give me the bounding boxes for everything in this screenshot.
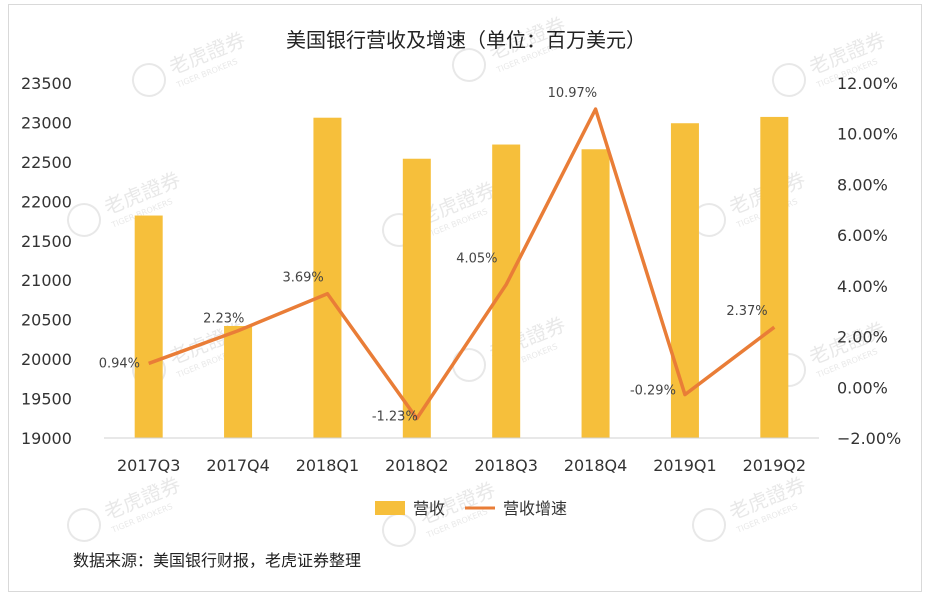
x-tick-label: 2019Q1	[653, 456, 717, 475]
right-tick-label: 8.00%	[837, 175, 888, 194]
left-tick-label: 19500	[21, 390, 72, 409]
bar	[313, 117, 342, 438]
left-tick-label: 21000	[21, 271, 72, 290]
right-tick-label: 10.00%	[837, 125, 898, 144]
legend-bar-label: 营收	[413, 499, 445, 518]
bar	[760, 116, 789, 438]
x-tick-label: 2017Q4	[206, 456, 270, 475]
left-tick-label: 21500	[21, 232, 72, 251]
left-tick-label: 22500	[21, 153, 72, 172]
x-axis-categories: 2017Q3 2017Q4 2018Q1 2018Q2 2018Q3 2018Q4 2019…	[117, 456, 806, 475]
line-data-label: 2.37%	[726, 304, 767, 319]
line-data-labels: 0.94% 2.23% 3.69% -1.23% 4.05% 10.97% -0.29% 2.…	[99, 86, 768, 424]
tiger-logo-icon	[772, 63, 806, 97]
legend: 营收 营收增速	[375, 499, 567, 518]
line-data-label: 10.97%	[548, 86, 598, 101]
tiger-logo-icon	[382, 513, 416, 547]
bar	[581, 149, 610, 438]
left-tick-label: 20500	[21, 311, 72, 330]
left-axis-ticks: 23500 23000 22500 22000 21500 21000 20500 20000…	[21, 74, 72, 448]
line-data-label: 4.05%	[456, 252, 497, 267]
line-series	[148, 107, 776, 421]
legend-bar-swatch	[375, 501, 405, 515]
growth-line	[148, 107, 776, 421]
tiger-logo-icon	[132, 63, 166, 97]
line-data-label: 0.94%	[99, 356, 140, 371]
line-data-label: -1.23%	[372, 409, 418, 424]
right-tick-label: 2.00%	[837, 328, 888, 347]
right-tick-label: 6.00%	[837, 226, 888, 245]
x-tick-label: 2017Q3	[117, 456, 181, 475]
bar	[134, 215, 163, 438]
bar	[492, 144, 521, 439]
left-tick-label: 23500	[21, 74, 72, 93]
left-tick-label: 23000	[21, 113, 72, 132]
right-tick-label: 12.00%	[837, 74, 898, 93]
left-tick-label: 19000	[21, 429, 72, 448]
left-tick-label: 22000	[21, 192, 72, 211]
x-tick-label: 2019Q2	[743, 456, 807, 475]
left-tick-label: 20000	[21, 350, 72, 369]
x-tick-label: 2018Q2	[385, 456, 449, 475]
right-tick-label: 4.00%	[837, 277, 888, 296]
right-axis-ticks: 12.00% 10.00% 8.00% 6.00% 4.00% 2.00% 0.00% −2.…	[837, 74, 901, 448]
x-tick-label: 2018Q3	[474, 456, 538, 475]
bar	[402, 158, 431, 438]
chart-frame: 老虎證券 TIGER BROKERS 老虎證券 TIGER BROKERS 老虎證券 TI…	[8, 4, 922, 592]
source-note: 数据来源：美国银行财报，老虎证券整理	[73, 551, 361, 570]
tiger-logo-icon	[67, 508, 101, 542]
x-tick-label: 2018Q4	[564, 456, 628, 475]
chart-title: 美国银行营收及增速（单位：百万美元）	[286, 28, 646, 52]
tiger-logo-icon	[452, 48, 486, 82]
x-tick-label: 2018Q1	[296, 456, 360, 475]
line-data-label: -0.29%	[630, 384, 676, 399]
legend-line-label: 营收增速	[503, 499, 567, 518]
line-data-label: 2.23%	[203, 312, 244, 327]
tiger-logo-icon	[67, 203, 101, 237]
right-tick-label: 0.00%	[837, 378, 888, 397]
right-tick-label: −2.00%	[837, 429, 901, 448]
tiger-logo-icon	[692, 508, 726, 542]
line-data-label: 3.69%	[282, 271, 323, 286]
bar	[224, 325, 253, 438]
